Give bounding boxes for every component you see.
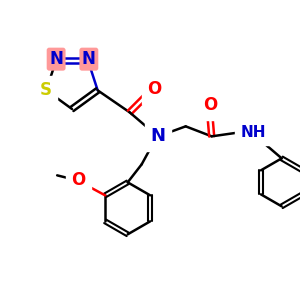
Text: O: O: [204, 96, 218, 114]
Text: NH: NH: [241, 125, 266, 140]
Text: N: N: [150, 127, 165, 145]
Text: O: O: [71, 171, 85, 189]
Text: O: O: [148, 80, 162, 98]
Text: N: N: [49, 50, 63, 68]
Text: S: S: [39, 81, 51, 99]
Text: N: N: [82, 50, 96, 68]
